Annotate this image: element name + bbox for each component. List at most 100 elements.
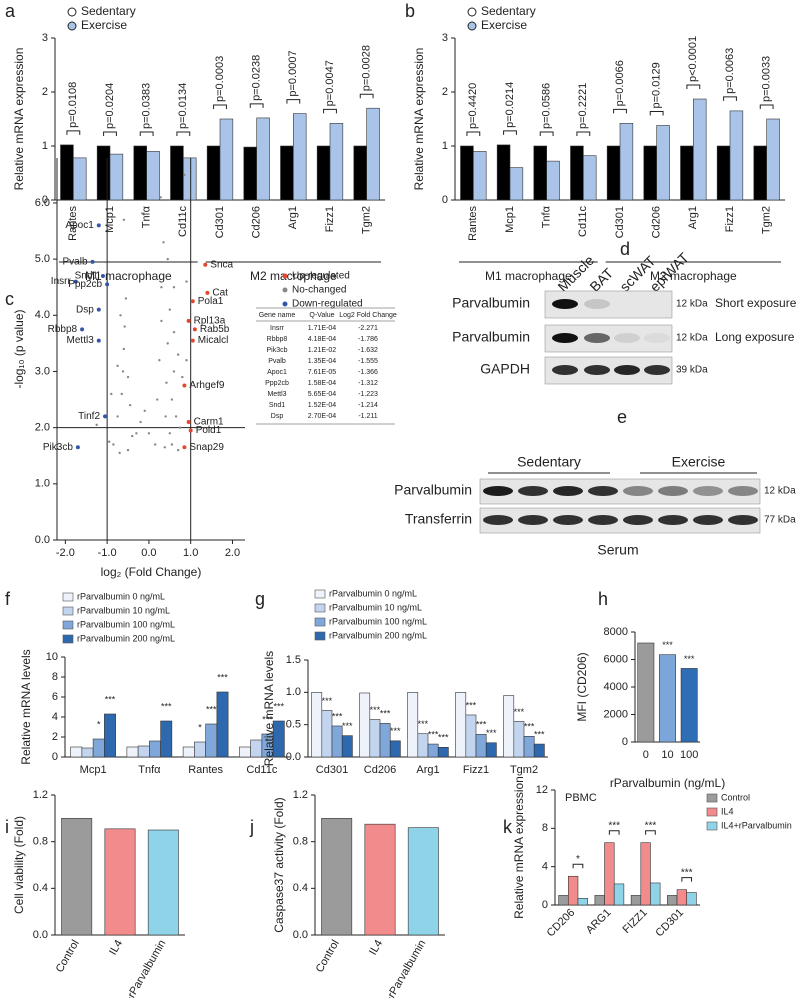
bar [427, 743, 439, 758]
x-tick-label: -1.0 [98, 547, 117, 559]
bar [149, 740, 161, 758]
p-bracket [103, 131, 117, 136]
legend-label: rParvalbumin 10 ng/mL [329, 602, 422, 612]
y-tick-label: 0 [622, 736, 628, 748]
point [172, 330, 176, 334]
y-tick-label: 0 [52, 751, 58, 763]
band [623, 515, 653, 525]
bar [496, 144, 511, 201]
point [168, 432, 171, 435]
table-cell: -2.271 [358, 325, 378, 332]
legend-label: Sedentary [81, 4, 136, 18]
p-value: p=0.0003 [214, 56, 226, 102]
y-tick-label: 4.0 [35, 309, 50, 321]
bar [570, 145, 584, 201]
table-cell: -1.214 [358, 402, 378, 409]
p-value: p=0.0063 [724, 48, 736, 94]
y-axis-label: Caspase37 activity (Fold) [272, 797, 286, 932]
table-header: Log2 Fold Change [339, 312, 397, 319]
band [584, 365, 610, 375]
x-tick-label: Cd301 [214, 206, 226, 238]
table-cell: Pvalb [268, 358, 286, 365]
y-tick-label: 8 [52, 671, 58, 683]
note: Long exposure [715, 330, 795, 344]
significance: *** [273, 701, 284, 711]
x-tick-label: Mcp1 [104, 206, 116, 233]
legend-marker [282, 287, 288, 293]
point [159, 196, 162, 199]
y-tick-label: 0.0 [33, 929, 48, 941]
bar [455, 692, 467, 758]
bar [146, 151, 160, 201]
legend-marker [62, 620, 74, 630]
p-bracket [323, 108, 337, 114]
annotation: PBMC [565, 792, 597, 804]
bar [503, 695, 515, 758]
p-value: p=0.0134 [177, 83, 189, 129]
point-label: Snca [210, 259, 233, 270]
band [644, 365, 670, 375]
p-value: p=0.0586 [541, 83, 553, 129]
point [75, 445, 80, 450]
legend-marker [706, 807, 718, 817]
group-label: M2 macrophage [650, 269, 737, 283]
p-bracket [359, 93, 374, 99]
x-tick-label: Tgm2 [361, 206, 373, 234]
bar [353, 145, 367, 201]
bar [137, 745, 150, 758]
p-value: p=0.0028 [361, 45, 373, 91]
legend-label: rParvalbumin 100 ng/mL [329, 616, 427, 626]
y-axis-label: Relative mRNA levels [262, 651, 276, 766]
x-tick-label: Rantes [67, 206, 79, 241]
point [110, 392, 113, 396]
significance: *** [438, 733, 449, 743]
y-tick-label: 2.0 [35, 422, 50, 434]
y-tick-label: 0 [542, 899, 548, 911]
comparison-bracket [572, 863, 584, 869]
x-tick-label: Control [54, 938, 82, 975]
point-label: Micalcl [198, 335, 229, 346]
y-tick-label: 0.8 [293, 836, 308, 848]
table-cell: Apoc1 [267, 369, 287, 376]
point [156, 398, 159, 401]
x-tick-label: Cd206 [251, 206, 263, 238]
p-bracket [539, 131, 554, 136]
table-cell: -1.366 [358, 369, 378, 376]
x-tick-label: Cd206 [651, 206, 663, 238]
point [163, 446, 166, 449]
bar [619, 123, 634, 201]
p-value: p=0.0007 [287, 50, 299, 96]
legend-marker [67, 21, 77, 31]
bar [659, 654, 676, 743]
y-axis-label: Relative mRNA expression [12, 48, 26, 191]
legend-marker [282, 273, 288, 279]
bar [206, 145, 221, 201]
y-tick-label: 0 [42, 194, 48, 206]
bar [716, 145, 731, 201]
bar [126, 746, 139, 758]
table-cell: Ppp2cb [265, 380, 289, 387]
x-tick-label: Tgm2 [510, 764, 538, 776]
y-tick-label: 0.8 [33, 836, 48, 848]
point [119, 314, 122, 317]
comparison: * [576, 854, 580, 865]
panel-label: f [5, 589, 11, 609]
legend-label: IL4+rParvalbumin [721, 820, 792, 830]
point [139, 420, 142, 424]
bar [766, 118, 780, 201]
point-label: Cat [212, 287, 228, 298]
x-tick-label: Cd301 [614, 206, 626, 238]
bar [686, 892, 697, 906]
table-cell: Pik3cb [266, 347, 287, 354]
table-header: Q-Value [309, 312, 334, 319]
point [73, 279, 78, 284]
group-label: Sedentary [517, 454, 581, 470]
x-tick-label: Rantes [467, 206, 479, 241]
point [181, 212, 184, 216]
band [588, 515, 618, 525]
bar [460, 145, 474, 201]
p-value: p=0.0383 [141, 83, 153, 129]
table-header: Gene name [259, 312, 296, 319]
legend-marker [706, 793, 718, 803]
point [100, 273, 105, 278]
